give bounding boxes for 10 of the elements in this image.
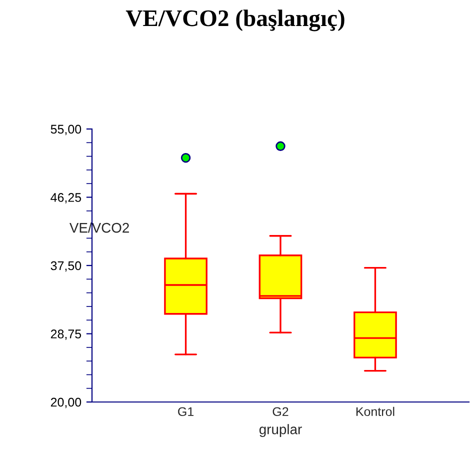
x-axis-title: gruplar xyxy=(259,424,302,438)
x-tick-label: G1 xyxy=(178,407,194,416)
chart-title: VE/VCO2 (başlangıç) xyxy=(126,10,344,32)
x-tick-label: Kontrol xyxy=(356,406,394,416)
y-tick-label: 20,00 xyxy=(50,398,82,408)
x-tick-label: G2 xyxy=(272,407,288,416)
y-tick-label: 55,00 xyxy=(50,124,82,136)
y-tick-label: 37,50 xyxy=(50,261,82,272)
y-tick-label: 28,75 xyxy=(50,330,82,340)
y-tick-label: 46,25 xyxy=(50,193,82,204)
